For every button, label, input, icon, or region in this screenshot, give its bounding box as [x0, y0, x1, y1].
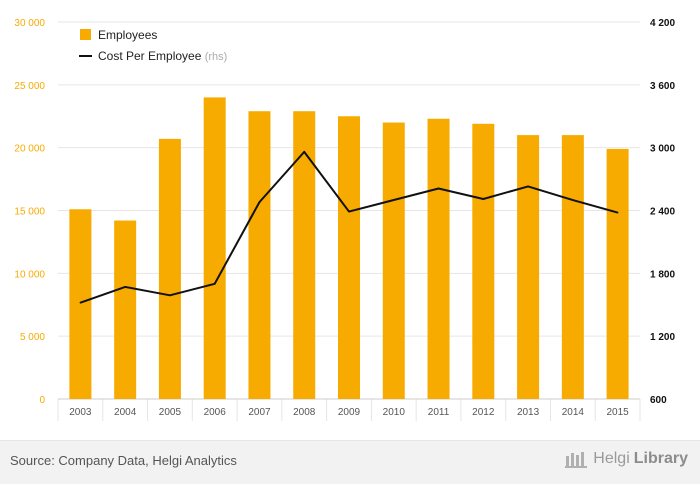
point-cost-per-employee [437, 187, 440, 190]
x-axis-tick-label: 2013 [517, 407, 540, 418]
x-axis-tick-label: 2005 [159, 407, 182, 418]
x-axis-tick-label: 2011 [428, 407, 450, 418]
brand-name-b: Library [633, 450, 688, 467]
point-cost-per-employee [348, 210, 350, 213]
legend-label-cost: Cost Per Employee (rhs) [98, 49, 227, 63]
source-note: Source: Company Data, Helgi Analytics [10, 453, 237, 468]
right-axis-tick-label: 600 [650, 395, 667, 406]
legend-label-employees: Employees [98, 28, 157, 42]
point-cost-per-employee [124, 286, 126, 288]
x-axis-tick-label: 2006 [204, 407, 227, 418]
bar-employees [517, 135, 540, 399]
x-axis-tick-label: 2015 [606, 407, 629, 418]
bar-employees [203, 97, 226, 400]
x-axis-tick-label: 2008 [293, 407, 316, 418]
bar-employees [427, 118, 450, 399]
left-axis-tick-label: 0 [39, 395, 45, 406]
bar-employees [382, 122, 405, 400]
legend-label-rhs: (rhs) [205, 51, 228, 63]
point-cost-per-employee [482, 198, 485, 200]
library-icon [565, 452, 588, 468]
point-cost-per-employee [392, 199, 395, 201]
right-axis-tick-label: 3 600 [650, 81, 675, 92]
x-axis-tick-label: 2014 [562, 407, 585, 418]
bar-employees [293, 111, 316, 400]
bar-employees [561, 135, 584, 399]
left-axis-tick-label: 10 000 [14, 269, 45, 280]
point-cost-per-employee [616, 211, 619, 214]
right-axis-tick-label: 2 400 [650, 207, 675, 218]
right-axis-tick-label: 3 000 [650, 144, 675, 155]
right-axis-tick-label: 4 200 [650, 18, 675, 29]
point-cost-per-employee [572, 199, 574, 201]
brand-name-a: Helgi [593, 450, 630, 467]
left-axis-tick-label: 30 000 [14, 18, 45, 29]
x-axis-tick-label: 2012 [472, 407, 495, 418]
right-axis-tick-label: 1 800 [650, 269, 675, 280]
left-axis-tick-label: 5 000 [20, 332, 45, 343]
point-cost-per-employee [527, 185, 529, 188]
bar-employees [338, 116, 360, 399]
bar-employees [606, 148, 629, 399]
left-axis-tick-label: 15 000 [14, 207, 45, 218]
bar-employees [114, 220, 137, 399]
right-axis-tick-label: 1 200 [650, 332, 675, 343]
x-axis-tick-label: 2009 [338, 407, 361, 418]
point-cost-per-employee [79, 301, 82, 304]
x-axis-tick-label: 2004 [114, 407, 137, 418]
point-cost-per-employee [213, 283, 216, 285]
bar-employees [248, 111, 271, 400]
point-cost-per-employee [303, 151, 306, 153]
left-axis-tick-label: 20 000 [14, 144, 45, 155]
bar-employees [158, 138, 181, 399]
x-axis-tick-label: 2007 [248, 407, 271, 418]
x-axis-tick-label: 2003 [69, 407, 92, 418]
brand-logo: Helgi Library [565, 450, 688, 468]
point-cost-per-employee [169, 294, 171, 297]
bar-employees [69, 209, 92, 399]
footer: Source: Company Data, Helgi Analytics He… [0, 440, 700, 484]
point-cost-per-employee [258, 201, 261, 203]
left-axis-tick-label: 25 000 [14, 81, 45, 92]
x-axis-tick-label: 2010 [383, 407, 406, 418]
legend-swatch-employees [80, 29, 91, 40]
bar-employees [472, 123, 495, 399]
